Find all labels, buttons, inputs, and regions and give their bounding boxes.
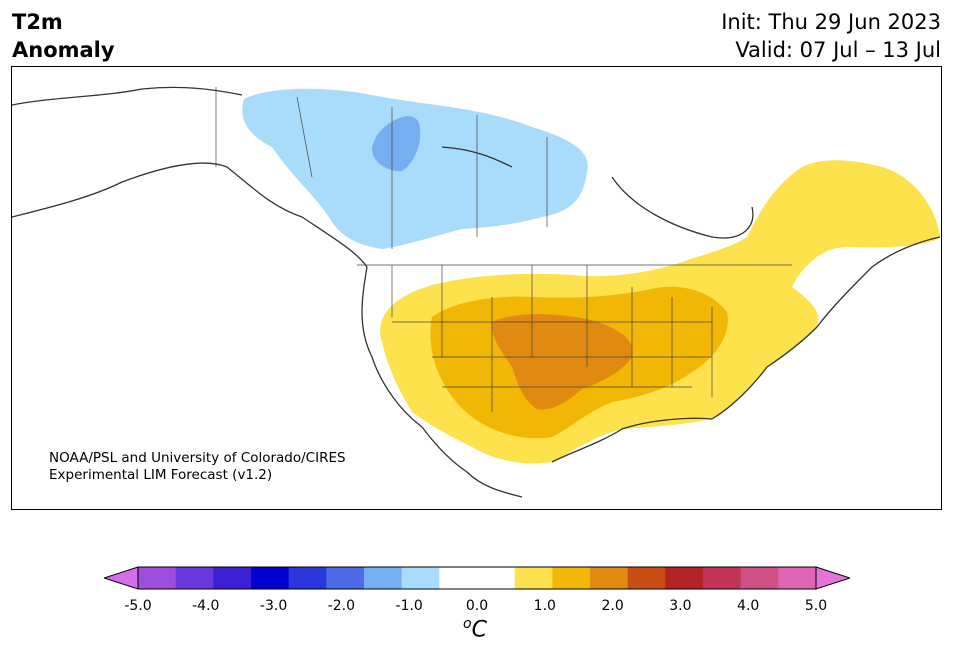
unit-superscript: o (463, 616, 472, 632)
colorbar-box (401, 567, 440, 589)
colorbar-box (288, 567, 327, 589)
cold-anomaly-core (372, 116, 421, 172)
colorbar-box (326, 567, 365, 589)
colorbar-tick-label: -1.0 (395, 598, 423, 614)
credit-line-2: Experimental LIM Forecast (v1.2) (49, 467, 273, 483)
credit-line-1: NOAA/PSL and University of Colorado/CIRE… (49, 450, 346, 466)
colorbar-box (740, 567, 779, 589)
title-line-2: Anomaly (12, 38, 115, 62)
colorbar-box (138, 567, 177, 589)
colorbar-box (213, 567, 252, 589)
title-line-1: T2m (12, 10, 63, 34)
credit-text: NOAA/PSL and University of Colorado/CIRE… (49, 450, 346, 484)
colorbar-tick-label: 4.0 (737, 598, 760, 614)
warm-anomaly-core (491, 314, 633, 410)
colorbar-box (590, 567, 629, 589)
colorbar-box (251, 567, 290, 589)
colorbar-tick-label: 2.0 (601, 598, 624, 614)
unit-base: C (471, 617, 487, 643)
colorbar-box (778, 567, 817, 589)
map-title: T2m Anomaly (12, 8, 115, 64)
colorbar-tick-label: -3.0 (259, 598, 288, 614)
colorbar-extend-low (104, 566, 139, 590)
colorbar-tick-label: 5.0 (804, 598, 828, 614)
colorbar-box (175, 567, 214, 589)
political-borders (215, 87, 792, 412)
colorbar-box (439, 567, 478, 589)
cold-anomaly-region (242, 88, 588, 249)
colorbar-tick-label: -2.0 (327, 598, 356, 614)
colorbar-unit: oC (463, 616, 487, 642)
anomaly-map (11, 66, 942, 510)
forecast-dates: Init: Thu 29 Jun 2023 Valid: 07 Jul – 13… (721, 8, 941, 64)
colorbar-box (627, 567, 666, 589)
colorbar-box (364, 567, 403, 589)
colorbar-box (514, 567, 553, 589)
init-date: Init: Thu 29 Jun 2023 (721, 10, 941, 34)
colorbar-box (665, 567, 704, 589)
colorbar (104, 566, 850, 590)
colorbar-tick-label: -4.0 (192, 598, 220, 614)
colorbar-tick-label: 3.0 (669, 598, 692, 614)
colorbar-box (477, 567, 516, 589)
colorbar-tick-label: 1.0 (533, 598, 556, 614)
colorbar-tick-label: 0.0 (465, 598, 489, 614)
colorbar-tick-label: -5.0 (124, 598, 152, 614)
coastlines (12, 86, 941, 498)
colorbar-box (703, 567, 742, 589)
colorbar-extend-high (815, 566, 850, 590)
colorbar-box (552, 567, 591, 589)
map-canvas (12, 86, 941, 498)
valid-range: Valid: 07 Jul – 13 Jul (735, 38, 941, 62)
